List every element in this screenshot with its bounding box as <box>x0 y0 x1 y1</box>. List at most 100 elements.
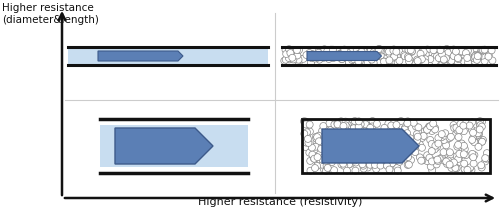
Circle shape <box>316 138 322 145</box>
Circle shape <box>454 59 462 66</box>
Text: Higher resistance
(diameter&length): Higher resistance (diameter&length) <box>2 3 99 25</box>
Circle shape <box>320 154 327 161</box>
Circle shape <box>422 51 429 58</box>
Circle shape <box>302 144 309 151</box>
Circle shape <box>436 51 443 57</box>
Circle shape <box>448 54 456 61</box>
Circle shape <box>472 52 478 59</box>
Circle shape <box>443 137 450 144</box>
Circle shape <box>448 57 455 64</box>
Circle shape <box>432 58 438 65</box>
Circle shape <box>370 155 378 162</box>
Circle shape <box>475 143 482 150</box>
Circle shape <box>306 50 313 57</box>
Circle shape <box>380 58 388 65</box>
Circle shape <box>482 155 488 162</box>
Circle shape <box>412 123 420 130</box>
Circle shape <box>440 149 447 156</box>
Circle shape <box>470 160 477 167</box>
Circle shape <box>308 145 315 152</box>
Circle shape <box>436 46 444 53</box>
Circle shape <box>382 58 390 65</box>
Circle shape <box>478 118 486 125</box>
Circle shape <box>347 147 354 154</box>
Circle shape <box>385 120 392 127</box>
Circle shape <box>403 155 410 162</box>
Circle shape <box>385 144 392 151</box>
Circle shape <box>386 166 393 173</box>
Circle shape <box>419 48 426 55</box>
Circle shape <box>356 57 364 64</box>
Circle shape <box>316 49 323 56</box>
Circle shape <box>446 161 453 168</box>
Circle shape <box>432 54 438 61</box>
Circle shape <box>393 48 400 55</box>
Circle shape <box>481 58 488 65</box>
Circle shape <box>458 48 465 55</box>
Circle shape <box>376 52 382 59</box>
Circle shape <box>313 135 320 142</box>
Circle shape <box>341 162 348 170</box>
Circle shape <box>438 136 445 143</box>
Circle shape <box>478 48 484 55</box>
Circle shape <box>308 57 315 64</box>
Circle shape <box>360 162 366 169</box>
Circle shape <box>326 140 334 147</box>
Circle shape <box>468 126 475 133</box>
Circle shape <box>316 140 322 147</box>
Circle shape <box>404 130 410 137</box>
Circle shape <box>362 121 369 128</box>
Circle shape <box>456 127 463 134</box>
Circle shape <box>405 46 412 53</box>
Circle shape <box>468 152 475 159</box>
Circle shape <box>404 154 411 161</box>
Circle shape <box>438 154 446 161</box>
Circle shape <box>339 135 346 141</box>
Circle shape <box>433 161 440 168</box>
Circle shape <box>309 151 316 158</box>
Circle shape <box>440 57 447 63</box>
Circle shape <box>422 128 428 135</box>
Circle shape <box>441 132 448 139</box>
Circle shape <box>408 48 416 55</box>
Circle shape <box>390 141 398 148</box>
Circle shape <box>440 157 448 164</box>
Circle shape <box>428 157 435 163</box>
Circle shape <box>352 142 360 149</box>
Circle shape <box>346 161 352 168</box>
Circle shape <box>328 150 336 157</box>
Circle shape <box>454 143 461 150</box>
Circle shape <box>326 120 333 127</box>
Circle shape <box>401 51 408 58</box>
Circle shape <box>405 149 412 156</box>
Circle shape <box>393 121 400 128</box>
Circle shape <box>366 147 373 154</box>
Circle shape <box>450 125 458 132</box>
Circle shape <box>354 58 362 65</box>
Circle shape <box>442 142 450 149</box>
Circle shape <box>406 48 414 55</box>
Circle shape <box>344 125 351 132</box>
Circle shape <box>314 54 321 61</box>
Circle shape <box>318 47 326 54</box>
Circle shape <box>462 146 468 152</box>
Circle shape <box>352 157 358 164</box>
Circle shape <box>338 55 345 62</box>
Circle shape <box>305 139 312 146</box>
Circle shape <box>322 167 330 174</box>
Circle shape <box>431 53 438 60</box>
Circle shape <box>364 152 370 158</box>
Circle shape <box>460 142 468 149</box>
Circle shape <box>484 150 490 157</box>
Circle shape <box>471 152 478 158</box>
Circle shape <box>318 137 324 144</box>
Circle shape <box>424 158 430 165</box>
Circle shape <box>444 160 450 167</box>
Circle shape <box>372 143 380 150</box>
Circle shape <box>358 48 365 55</box>
Circle shape <box>330 54 337 62</box>
Circle shape <box>474 56 480 63</box>
Circle shape <box>486 47 493 54</box>
Circle shape <box>348 152 354 160</box>
Circle shape <box>401 53 408 60</box>
